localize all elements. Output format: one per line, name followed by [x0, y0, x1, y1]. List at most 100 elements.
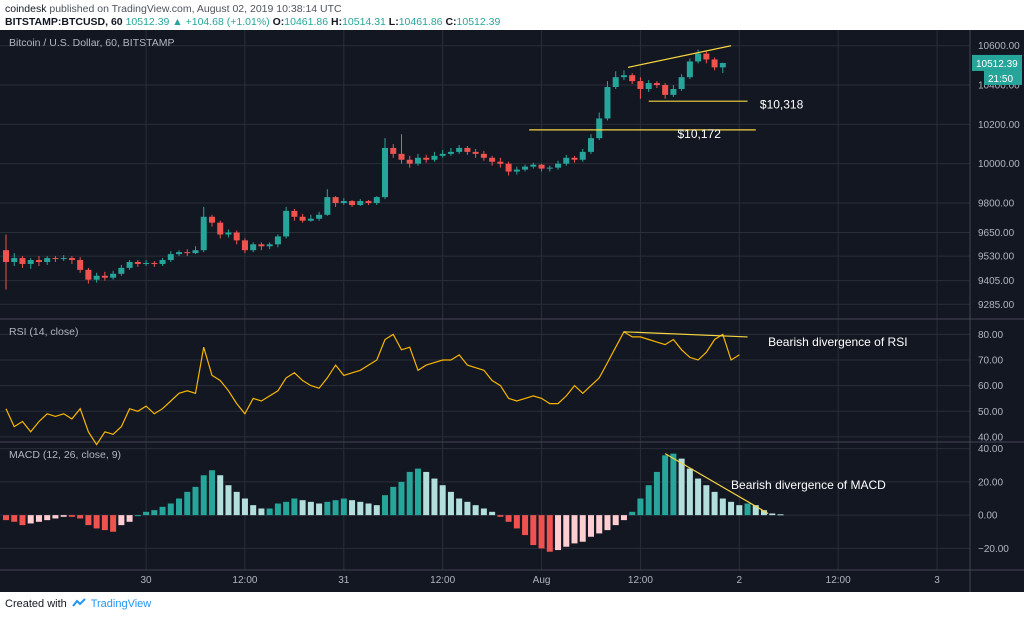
candle — [505, 163, 512, 172]
macd-bar — [167, 503, 174, 516]
candle — [250, 244, 257, 251]
candle — [497, 161, 504, 164]
macd-bar — [686, 468, 693, 516]
publish-text: published on TradingView.com, August 02,… — [49, 3, 342, 15]
last-price: 10512.39 — [125, 16, 170, 28]
created-with-text: Created with — [5, 598, 67, 610]
candle — [472, 151, 479, 154]
macd-bar — [472, 505, 479, 516]
macd-bar — [744, 503, 751, 516]
macd-bar — [703, 485, 710, 516]
y-tick-label: 70.00 — [978, 356, 1003, 367]
symbol-name: BITSTAMP:BTCUSD, 60 — [5, 16, 123, 28]
candle — [258, 244, 265, 247]
candle — [406, 159, 413, 164]
pane-title: Bitcoin / U.S. Dollar, 60, BITSTAMP — [9, 37, 175, 49]
candle — [324, 197, 331, 215]
candle — [604, 87, 611, 119]
x-tick-label: 12:00 — [232, 575, 257, 586]
x-tick-label: 30 — [141, 575, 153, 586]
macd-bar — [126, 515, 133, 522]
macd-bar — [52, 515, 59, 519]
candle — [612, 77, 619, 88]
candle — [101, 275, 108, 278]
y-tick-label: 9530.00 — [978, 252, 1015, 263]
candle — [307, 218, 314, 221]
macd-bar — [563, 515, 570, 547]
tradingview-logo-icon — [72, 598, 86, 607]
candle — [68, 258, 75, 261]
candle — [530, 164, 537, 167]
candle — [192, 250, 199, 254]
macd-bar — [225, 485, 232, 516]
macd-bar — [159, 506, 166, 516]
tradingview-brand[interactable]: TradingView — [90, 598, 152, 610]
macd-bar — [662, 455, 669, 516]
candle — [316, 214, 323, 219]
x-tick-label: 12:00 — [430, 575, 455, 586]
open-label: O: — [272, 16, 285, 28]
candle — [596, 118, 603, 139]
author-name[interactable]: coindesk — [5, 3, 47, 15]
y-tick-label: 9405.00 — [978, 276, 1015, 287]
candle — [571, 157, 578, 160]
candle — [456, 147, 463, 152]
candle — [513, 169, 520, 172]
macd-bar — [200, 475, 207, 516]
candle — [35, 260, 42, 262]
candle — [176, 252, 183, 255]
annotation-label: $10,318 — [760, 98, 804, 112]
macd-bar — [546, 515, 553, 552]
macd-bar — [620, 515, 627, 521]
publish-info: coindesk published on TradingView.com, A… — [5, 3, 342, 15]
candle — [546, 167, 553, 169]
macd-bar — [653, 471, 660, 516]
chart-svg[interactable]: 30 12:00 31 12:00 Aug 12:00 2 12:00 3 9285.00 9405… — [0, 30, 1024, 592]
candle — [110, 273, 117, 278]
macd-bar — [629, 511, 636, 516]
macd-bar — [110, 515, 117, 532]
close-label: C: — [445, 16, 457, 28]
pane-title: MACD (12, 26, close, 9) — [9, 449, 121, 461]
macd-bar — [695, 478, 702, 516]
candle — [579, 151, 586, 160]
macd-bar — [489, 511, 496, 516]
macd-bar — [77, 515, 84, 519]
macd-bar — [522, 515, 529, 536]
macd-bar — [555, 515, 562, 551]
candle — [555, 163, 562, 168]
candle — [291, 210, 298, 217]
candle — [670, 88, 677, 95]
chart-header: coindesk published on TradingView.com, A… — [0, 0, 1024, 30]
macd-bar — [398, 481, 405, 516]
candle — [77, 260, 84, 270]
low-value: 10461.86 — [398, 16, 443, 28]
macd-bar — [176, 498, 183, 516]
candle — [283, 210, 290, 237]
macd-bar — [258, 508, 265, 516]
macd-bar — [357, 501, 364, 516]
macd-bar — [307, 501, 314, 516]
macd-bar — [513, 515, 520, 529]
y-tick-label: 9800.00 — [978, 199, 1015, 210]
chart-area[interactable]: 30 12:00 31 12:00 Aug 12:00 2 12:00 3 9285.00 9405… — [0, 30, 1024, 592]
candle — [365, 201, 372, 204]
candle — [3, 250, 9, 262]
pane-title: RSI (14, close) — [9, 326, 78, 338]
y-tick-label: 20.00 — [978, 477, 1003, 488]
macd-bar — [645, 485, 652, 516]
macd-bar — [3, 515, 9, 521]
candle — [184, 252, 191, 254]
trend-line — [627, 45, 732, 68]
candle — [52, 258, 59, 260]
candle — [398, 153, 405, 160]
macd-bar — [637, 498, 644, 516]
x-tick-label: 12:00 — [826, 575, 851, 586]
last-price-tag-label: 10512.39 — [976, 59, 1018, 70]
candle — [151, 262, 158, 264]
macd-bar — [332, 500, 339, 516]
macd-bar — [447, 491, 454, 516]
high-value: 10514.31 — [342, 16, 386, 28]
y-tick-label: 10200.00 — [978, 120, 1020, 131]
macd-bar — [60, 515, 67, 517]
